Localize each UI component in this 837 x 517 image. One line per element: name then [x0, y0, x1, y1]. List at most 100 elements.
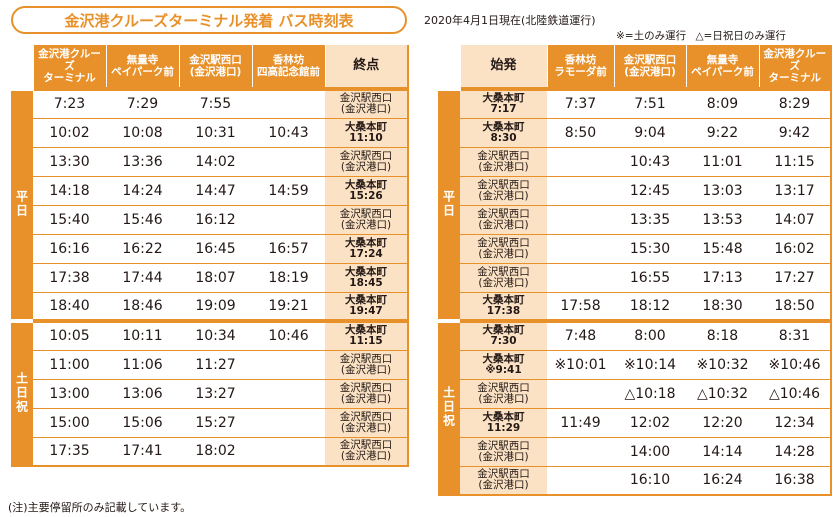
time-cell: 10:31 — [179, 117, 252, 147]
time-cell: 14:59 — [252, 175, 325, 205]
time-cell: ※10:14 — [614, 349, 686, 379]
time-cell: 17:13 — [686, 262, 759, 292]
weekday-band-label: 平日 — [14, 189, 29, 218]
time-cell: 14:47 — [179, 175, 252, 205]
time-cell: 11:01 — [686, 146, 759, 176]
time-cell: 9:04 — [614, 117, 686, 147]
origin-cell: 金沢駅西口 (金沢港口) — [460, 204, 547, 234]
table-row: 大桑本町 8:30 8:50 9:04 9:22 9:42 — [438, 117, 831, 147]
table-row: 平日 大桑本町 7:17 7:37 7:51 8:09 8:29 — [438, 87, 831, 321]
time-cell: 11:15 — [759, 146, 831, 176]
time-cell: 17:35 — [33, 436, 106, 466]
time-cell: 7:55 — [179, 87, 252, 118]
time-cell: 10:43 — [252, 117, 325, 147]
time-cell: 14:02 — [179, 146, 252, 176]
footnote: (注)主要停留所のみ記載しています。 — [8, 501, 192, 514]
table-row: 17:35 17:41 18:02 金沢駅西口 (金沢港口) — [11, 436, 408, 466]
time-cell: 8:00 — [614, 319, 686, 350]
time-cell: 14:07 — [759, 204, 831, 234]
holiday-band-label: 土日祝 — [14, 371, 29, 414]
time-cell: 18:30 — [686, 291, 759, 321]
time-cell: 13:06 — [106, 378, 179, 408]
col-header-muryoji: 無量寺 ペイパーク前 — [685, 45, 759, 89]
table-row: 15:00 15:06 15:27 金沢駅西口 (金沢港口) — [11, 407, 408, 437]
table-row: 土日祝 大桑本町 7:30 7:48 8:00 8:18 8:31 — [438, 319, 831, 495]
destination-cell: 金沢駅西口 (金沢港口) — [325, 378, 408, 408]
table-row: 18:40 18:46 19:09 19:21 大桑本町 19:47 — [11, 291, 408, 321]
table-row: 金沢駅西口 (金沢港口) 15:30 15:48 16:02 — [438, 233, 831, 263]
destination-cell: 金沢駅西口 (金沢港口) — [325, 146, 408, 176]
time-cell: 10:05 — [33, 319, 106, 350]
col-header-terminal: 金沢港クルーズ ターミナル — [32, 45, 106, 89]
time-cell: 14:00 — [614, 436, 686, 466]
time-cell: 13:30 — [33, 146, 106, 176]
time-cell — [547, 436, 614, 466]
table-row: 大桑本町 11:29 11:49 12:02 12:20 12:34 — [438, 407, 831, 437]
time-cell: 18:19 — [252, 262, 325, 292]
legend: ※=土のみ運行 △=日祝日のみ運行 — [610, 28, 786, 43]
time-cell: 16:45 — [179, 233, 252, 263]
header-corner — [438, 45, 460, 89]
origin-cell: 金沢駅西口 (金沢港口) — [460, 175, 547, 205]
time-cell: 10:11 — [106, 319, 179, 350]
weekday-band: 平日 — [11, 87, 33, 321]
time-cell — [547, 175, 614, 205]
time-cell: 16:24 — [686, 465, 759, 495]
time-cell: 11:06 — [106, 349, 179, 379]
departures-table: 金沢港クルーズ ターミナル 無量寺 ペイパーク前 金沢駅西口 (金沢港口) 香林… — [11, 45, 409, 467]
col-header-destination: 終点 — [324, 45, 408, 89]
time-cell: 13:53 — [686, 204, 759, 234]
time-cell: 13:36 — [106, 146, 179, 176]
time-cell: 16:22 — [106, 233, 179, 263]
time-cell: △10:32 — [686, 378, 759, 408]
time-cell: 17:44 — [106, 262, 179, 292]
table-row: 金沢駅西口 (金沢港口) △10:18 △10:32 △10:46 — [438, 378, 831, 408]
time-cell: 15:48 — [686, 233, 759, 263]
origin-cell: 金沢駅西口 (金沢港口) — [460, 378, 547, 408]
table-row: 16:16 16:22 16:45 16:57 大桑本町 17:24 — [11, 233, 408, 263]
origin-cell: 大桑本町 ※9:41 — [460, 349, 547, 379]
time-cell: 10:43 — [614, 146, 686, 176]
table-row: 14:18 14:24 14:47 14:59 大桑本町 15:26 — [11, 175, 408, 205]
time-cell — [547, 204, 614, 234]
time-cell: 8:09 — [686, 87, 759, 118]
time-cell: 17:27 — [759, 262, 831, 292]
time-cell: 14:28 — [759, 436, 831, 466]
col-header-kanazawa-station: 金沢駅西口 (金沢港口) — [613, 45, 686, 89]
col-header-muryoji: 無量寺 ペイパーク前 — [105, 45, 179, 89]
time-cell — [547, 146, 614, 176]
page-title: 金沢港クルーズターミナル発着 バス時刻表 — [11, 6, 407, 34]
destination-cell: 大桑本町 18:45 — [325, 262, 408, 292]
time-cell: 13:17 — [759, 175, 831, 205]
time-cell — [252, 87, 325, 118]
time-cell: 16:57 — [252, 233, 325, 263]
time-cell: △10:18 — [614, 378, 686, 408]
time-cell — [547, 233, 614, 263]
time-cell: 11:49 — [547, 407, 614, 437]
time-cell: 18:02 — [179, 436, 252, 466]
table-row: 平日 7:23 7:29 7:55 金沢駅西口 (金沢港口) — [11, 87, 408, 321]
legend-saturday-only: ※=土のみ運行 — [616, 30, 687, 42]
destination-cell: 金沢駅西口 (金沢港口) — [325, 436, 408, 466]
time-cell — [547, 262, 614, 292]
time-cell: 18:07 — [179, 262, 252, 292]
holiday-band-label: 土日祝 — [441, 386, 456, 428]
origin-cell: 金沢駅西口 (金沢港口) — [460, 465, 547, 495]
time-cell — [252, 349, 325, 379]
col-header-terminal: 金沢港クルーズ ターミナル — [758, 45, 831, 89]
weekday-band-label: 平日 — [441, 189, 456, 218]
destination-cell: 金沢駅西口 (金沢港口) — [325, 407, 408, 437]
time-cell: 8:31 — [759, 319, 831, 350]
time-cell — [252, 407, 325, 437]
table-row: 金沢駅西口 (金沢港口) 12:45 13:03 13:17 — [438, 175, 831, 205]
time-cell: ※10:32 — [686, 349, 759, 379]
origin-cell: 大桑本町 11:29 — [460, 407, 547, 437]
origin-cell: 金沢駅西口 (金沢港口) — [460, 262, 547, 292]
table-row: 土日祝 10:05 10:11 10:34 10:46 大桑本町 11:15 — [11, 319, 408, 466]
table-row: 金沢駅西口 (金沢港口) 10:43 11:01 11:15 — [438, 146, 831, 176]
holiday-band: 土日祝 — [11, 319, 33, 466]
time-cell: 15:27 — [179, 407, 252, 437]
time-cell: 16:10 — [614, 465, 686, 495]
time-cell: 18:40 — [33, 291, 106, 321]
time-cell: 14:24 — [106, 175, 179, 205]
